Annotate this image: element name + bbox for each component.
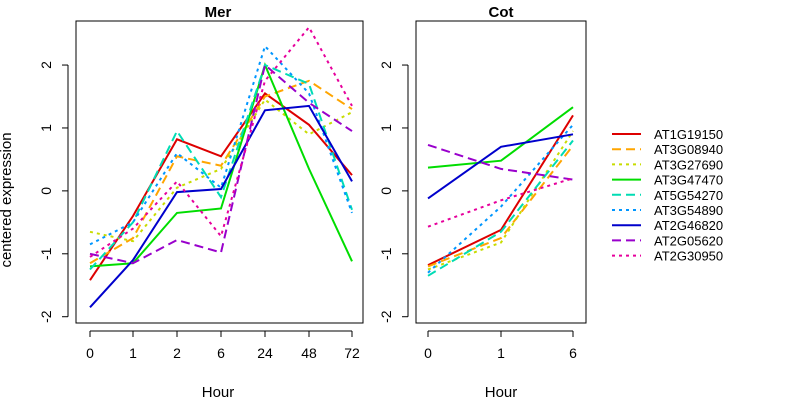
legend-label: AT1G19150 [654, 127, 723, 142]
mer-series-at1g19150 [89, 91, 353, 281]
cot-plot-frame [415, 20, 587, 324]
mer-series-at2g05620 [89, 63, 353, 265]
legend-item-at3g47470: AT3G47470 [612, 173, 723, 188]
cot-series-at3g54890 [427, 124, 574, 274]
legend-label: AT2G46820 [654, 218, 723, 233]
y-axis-label: centered expression [0, 132, 15, 267]
legend-label: AT3G47470 [654, 173, 723, 188]
mer-x-tick-label: 2 [173, 345, 181, 361]
mer-x-tick-label: 6 [217, 345, 225, 361]
mer-y-tick-label: 2 [38, 61, 54, 69]
legend-item-at3g08940: AT3G08940 [612, 142, 723, 157]
cot-series-at2g30950 [427, 177, 574, 228]
mer-plot-frame [75, 20, 364, 324]
cot-series-at3g08940 [427, 144, 574, 268]
legend-label: AT3G54890 [654, 203, 723, 218]
legend-item-at3g27690: AT3G27690 [612, 157, 723, 172]
mer-y-tick-label: -2 [38, 310, 54, 323]
cot-x-tick-label: 6 [569, 345, 577, 361]
panel-mer: Mer Hour -2 -1 0 1 2 0 1 2 6 24 48 72 [38, 4, 364, 400]
mer-series-at3g08940 [89, 79, 353, 265]
panel-cot-title: Cot [489, 4, 514, 21]
legend-item-at1g19150: AT1G19150 [612, 127, 723, 142]
cot-series-at3g27690 [427, 130, 574, 271]
cot-y-tick-label: 2 [378, 61, 394, 69]
mer-series-at2g30950 [89, 25, 353, 258]
mer-y-tick-label: 0 [38, 187, 54, 195]
panel-cot: Cot Hour -2 -1 0 1 2 0 1 6 [378, 4, 587, 400]
mer-x-tick-label: 72 [344, 345, 360, 361]
mer-series-at5g54270 [89, 63, 353, 271]
legend-item-at5g54270: AT5G54270 [612, 188, 723, 203]
cot-y-tick-label: -1 [378, 247, 394, 260]
mer-y-tick-label: -1 [38, 247, 54, 260]
mer-series-at2g46820 [89, 104, 353, 308]
cot-x-tick-label: 1 [497, 345, 505, 361]
legend-label: AT2G05620 [654, 233, 723, 248]
mer-y-tick-label: 1 [38, 124, 54, 132]
mer-series-at3g54890 [89, 44, 353, 246]
cot-y-tick-label: 1 [378, 124, 394, 132]
panel-mer-title: Mer [205, 4, 232, 21]
cot-series-at3g47470 [427, 106, 574, 169]
mer-x-tick-label: 48 [301, 345, 317, 361]
legend-item-at2g05620: AT2G05620 [612, 233, 723, 248]
legend-item-at2g46820: AT2G46820 [612, 218, 723, 233]
legend-item-at3g54890: AT3G54890 [612, 203, 723, 218]
cot-series-at2g46820 [427, 133, 574, 200]
mer-series-at3g27690 [89, 98, 353, 243]
cot-y-tick-label: -2 [378, 310, 394, 323]
mer-x-tick-label: 24 [257, 345, 273, 361]
panel-mer-xlabel: Hour [202, 384, 235, 400]
mer-x-tick-label: 1 [129, 345, 137, 361]
legend-label: AT2G30950 [654, 249, 723, 264]
cot-y-tick-label: 0 [378, 187, 394, 195]
legend: AT1G19150AT3G08940AT3G27690AT3G47470AT5G… [612, 127, 723, 264]
cot-x-tick-label: 0 [424, 345, 432, 361]
legend-item-at2g30950: AT2G30950 [612, 249, 723, 264]
cot-series-at5g54270 [427, 139, 574, 277]
panel-cot-xlabel: Hour [485, 384, 518, 400]
legend-label: AT3G27690 [654, 157, 723, 172]
cot-series-at2g05620 [427, 143, 574, 181]
legend-label: AT5G54270 [654, 188, 723, 203]
mer-x-tick-label: 0 [86, 345, 94, 361]
legend-label: AT3G08940 [654, 142, 723, 157]
